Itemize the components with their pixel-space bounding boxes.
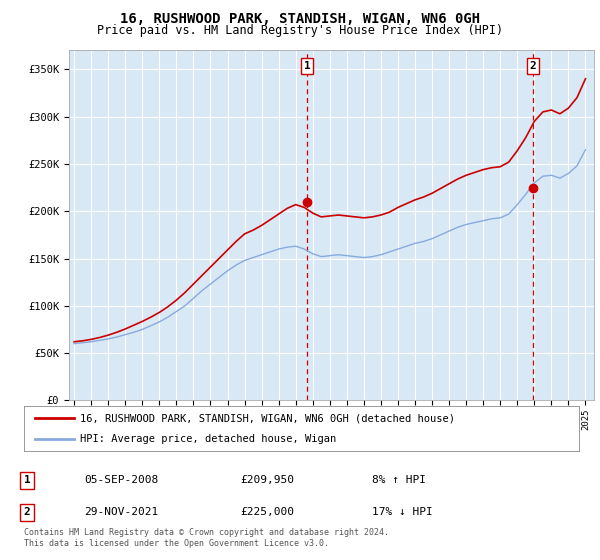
Text: 16, RUSHWOOD PARK, STANDISH, WIGAN, WN6 0GH: 16, RUSHWOOD PARK, STANDISH, WIGAN, WN6 … — [120, 12, 480, 26]
Text: Price paid vs. HM Land Registry's House Price Index (HPI): Price paid vs. HM Land Registry's House … — [97, 24, 503, 37]
Text: £225,000: £225,000 — [240, 507, 294, 517]
Text: 05-SEP-2008: 05-SEP-2008 — [84, 475, 158, 486]
Text: 1: 1 — [304, 61, 310, 71]
Text: HPI: Average price, detached house, Wigan: HPI: Average price, detached house, Wiga… — [79, 433, 336, 444]
Text: 8% ↑ HPI: 8% ↑ HPI — [372, 475, 426, 486]
Text: 2: 2 — [529, 61, 536, 71]
Text: 17% ↓ HPI: 17% ↓ HPI — [372, 507, 433, 517]
Text: 1: 1 — [23, 475, 31, 486]
Text: 2: 2 — [23, 507, 31, 517]
Text: £209,950: £209,950 — [240, 475, 294, 486]
Text: 16, RUSHWOOD PARK, STANDISH, WIGAN, WN6 0GH (detached house): 16, RUSHWOOD PARK, STANDISH, WIGAN, WN6 … — [79, 413, 455, 423]
Text: 29-NOV-2021: 29-NOV-2021 — [84, 507, 158, 517]
Text: Contains HM Land Registry data © Crown copyright and database right 2024.
This d: Contains HM Land Registry data © Crown c… — [24, 528, 389, 548]
